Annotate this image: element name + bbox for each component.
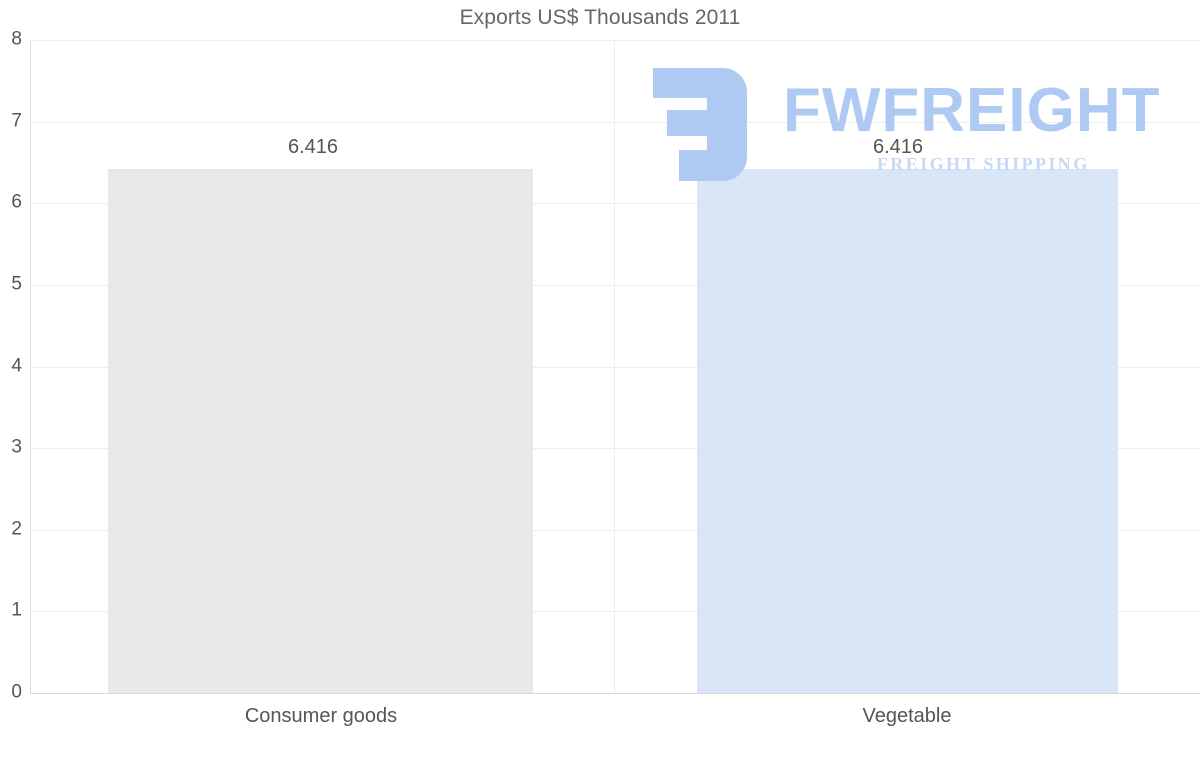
gridline-8	[30, 40, 1200, 41]
plot-area	[30, 40, 1200, 694]
chart-title: Exports US$ Thousands 2011	[459, 6, 741, 29]
y-tick-label-0: 0	[11, 681, 22, 703]
bar-vegetable[interactable]	[697, 169, 1118, 693]
y-axis-ticks: 0 1 2 3 4 5 6 7 8	[0, 29, 1200, 703]
gridline-4	[30, 366, 1200, 368]
y-tick-label-5: 5	[11, 273, 22, 295]
gridline-7	[30, 121, 1200, 123]
gridline-3	[30, 448, 1200, 450]
gridline-6	[30, 203, 1200, 205]
bar-value-label-consumer-goods: 6.416	[288, 136, 339, 158]
bar-value-label-vegetable: 6.416	[873, 136, 924, 158]
gridline-1	[30, 611, 1200, 613]
gridline-5	[30, 284, 1200, 286]
gridline-0	[30, 693, 1200, 694]
y-tick-label-2: 2	[11, 518, 22, 540]
x-axis-label-consumer-goods: Consumer goods	[244, 705, 398, 727]
gridline-2	[30, 529, 1200, 531]
category-separator-gridline	[614, 40, 615, 693]
y-tick-label-8: 8	[11, 28, 22, 50]
y-tick-label-4: 4	[11, 355, 22, 377]
y-tick-label-7: 7	[11, 110, 22, 132]
y-tick-label-1: 1	[11, 599, 22, 621]
x-axis-label-vegetable: Vegetable	[862, 705, 952, 727]
y-tick-label-3: 3	[11, 436, 22, 458]
bar-consumer-goods[interactable]	[108, 169, 533, 693]
y-tick-label-6: 6	[11, 191, 22, 213]
